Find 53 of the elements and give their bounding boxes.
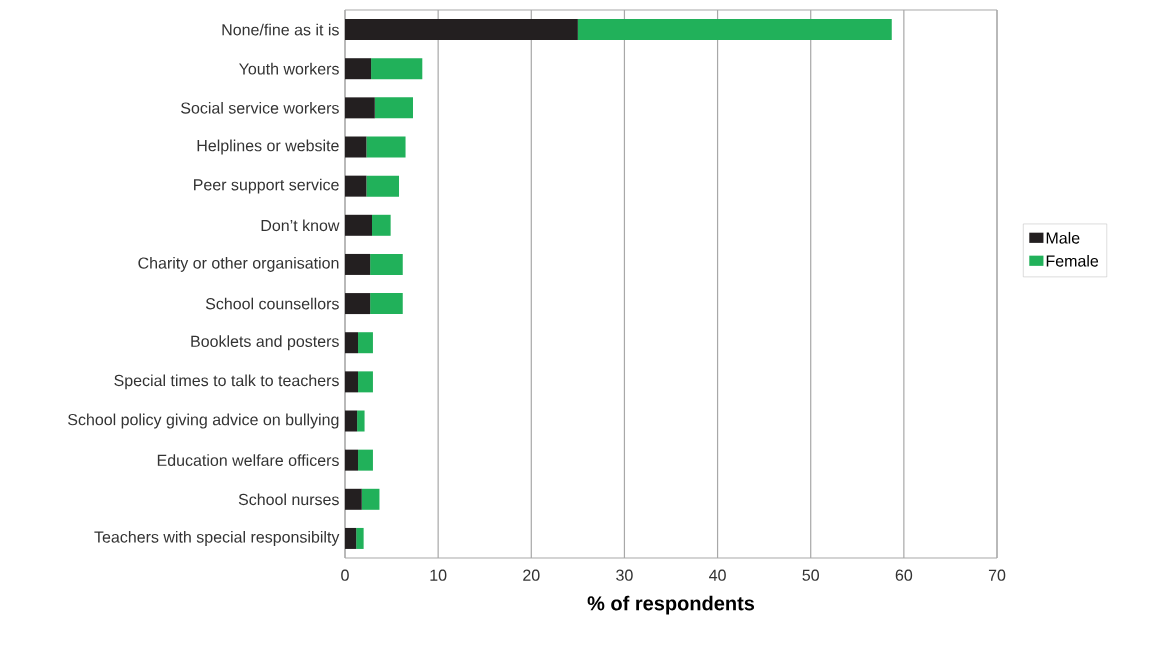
bar: [345, 332, 359, 354]
bar: [577, 19, 892, 41]
legend-label: Female: [1046, 254, 1099, 267]
bar: [345, 449, 359, 471]
y-tick-label: Special times to talk to teachers: [114, 374, 339, 390]
x-tick-label: 20: [523, 569, 540, 581]
x-tick-label: 0: [341, 569, 349, 581]
bar: [370, 293, 403, 315]
x-tick-label: 70: [988, 569, 1006, 581]
bar: [345, 293, 371, 315]
y-tick-label: Social service workers: [181, 101, 339, 114]
bar: [345, 371, 359, 393]
x-tick-label: 10: [430, 569, 447, 581]
y-tick-label: School nurses: [238, 493, 339, 506]
y-tick-label: School policy giving advice on bullying: [68, 413, 339, 429]
bar: [356, 527, 364, 549]
bar: [361, 488, 380, 510]
x-tick-label: 50: [802, 569, 819, 581]
bar: [345, 253, 371, 275]
bar: [358, 332, 373, 354]
bar: [345, 410, 358, 432]
bar: [345, 214, 373, 236]
bar: [372, 214, 391, 236]
bar: [345, 58, 372, 80]
x-axis-title: % of respondents: [587, 595, 755, 615]
bar: [345, 527, 357, 549]
y-tick-label: Teachers with special responsibilty: [94, 530, 340, 546]
bar: [366, 136, 406, 158]
bar: [358, 371, 373, 393]
y-tick-label: Helplines or website: [197, 139, 339, 155]
y-tick-label: Charity or other organisation: [138, 256, 339, 272]
bar: [357, 410, 365, 432]
y-tick-label: Booklets and posters: [191, 335, 339, 351]
x-tick-label: 40: [709, 569, 726, 581]
y-tick-label: School counsellors: [205, 297, 339, 310]
x-tick-label: 60: [895, 569, 913, 581]
y-tick-label: Youth workers: [239, 62, 339, 75]
y-tick-label: Don’t know: [261, 219, 340, 232]
bar: [345, 488, 362, 510]
legend-label: Male: [1046, 231, 1080, 244]
bar: [371, 58, 423, 80]
x-tick-label: 30: [616, 569, 633, 581]
bar: [358, 449, 373, 471]
bar: [345, 19, 578, 41]
bar: [370, 253, 403, 275]
y-tick-label: Education welfare officers: [157, 454, 339, 467]
bar: [345, 136, 367, 158]
bar: [345, 97, 375, 119]
bar: [374, 97, 413, 119]
bar: [345, 175, 367, 197]
y-tick-label: None/fine as it is: [222, 23, 339, 36]
bar: [366, 175, 400, 197]
y-tick-label: Peer support service: [194, 178, 339, 194]
